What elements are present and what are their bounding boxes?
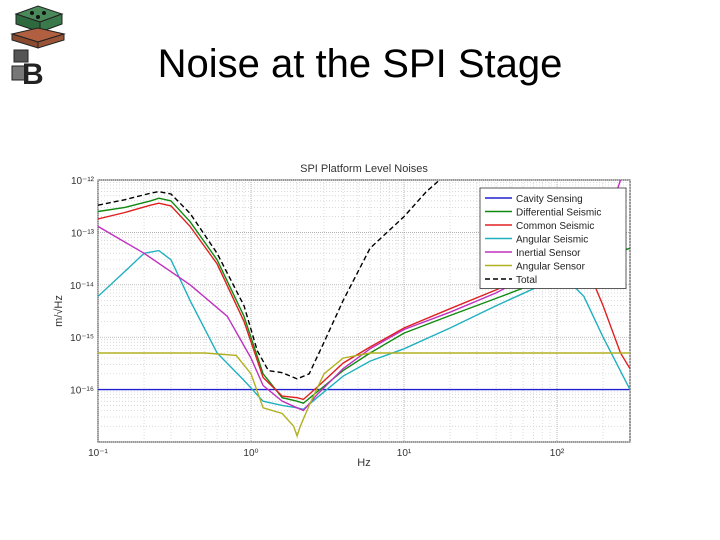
y-tick-label: 10⁻¹² (71, 176, 95, 187)
slide-title: Noise at the SPI Stage (157, 42, 563, 86)
chart-title: SPI Platform Level Noises (300, 163, 428, 175)
x-tick-label: 10² (550, 448, 565, 459)
legend-label: Differential Seismic (516, 208, 601, 219)
x-tick-label: 10⁻¹ (88, 448, 108, 459)
x-tick-label: 10¹ (397, 448, 412, 459)
seismic-platform-logo-icon: B (8, 4, 66, 91)
legend-label: Angular Sensor (516, 262, 586, 273)
legend-label: Inertial Sensor (516, 248, 581, 259)
x-axis-label: Hz (357, 457, 370, 469)
x-tick-label: 10⁰ (243, 448, 258, 459)
y-tick-label: 10⁻¹³ (71, 228, 95, 239)
y-tick-label: 10⁻¹⁶ (70, 386, 94, 397)
chart-svg: 10⁻¹ 10⁰ 10¹ 10² 10⁻¹² 10⁻¹³ 10⁻¹⁴ 10⁻¹⁵ 10⁻¹⁶ S… (53, 163, 631, 469)
noise-chart: 10⁻¹ 10⁰ 10¹ 10² 10⁻¹² 10⁻¹³ 10⁻¹⁴ 10⁻¹⁵ 10⁻¹⁶ S… (40, 150, 690, 480)
y-axis-label: m/√Hz (53, 295, 65, 327)
legend: Cavity Sensing Differential Seismic Common… (479, 187, 627, 289)
legend-label: Common Seismic (516, 221, 594, 232)
y-tick-label: 10⁻¹⁵ (70, 333, 94, 344)
series-line-total (98, 180, 441, 380)
logo-letter: B (22, 58, 44, 88)
series-line-angular-sensor (98, 352, 630, 439)
y-tick-label: 10⁻¹⁴ (70, 281, 94, 292)
series-line-differential-seismic (98, 197, 630, 404)
legend-label: Total (516, 275, 537, 286)
tick-labels: 10⁻¹ 10⁰ 10¹ 10² 10⁻¹² 10⁻¹³ 10⁻¹⁴ 10⁻¹⁵ 10⁻¹⁶ (70, 176, 565, 459)
legend-label: Cavity Sensing (516, 194, 583, 205)
legend-label: Angular Seismic (516, 235, 588, 246)
